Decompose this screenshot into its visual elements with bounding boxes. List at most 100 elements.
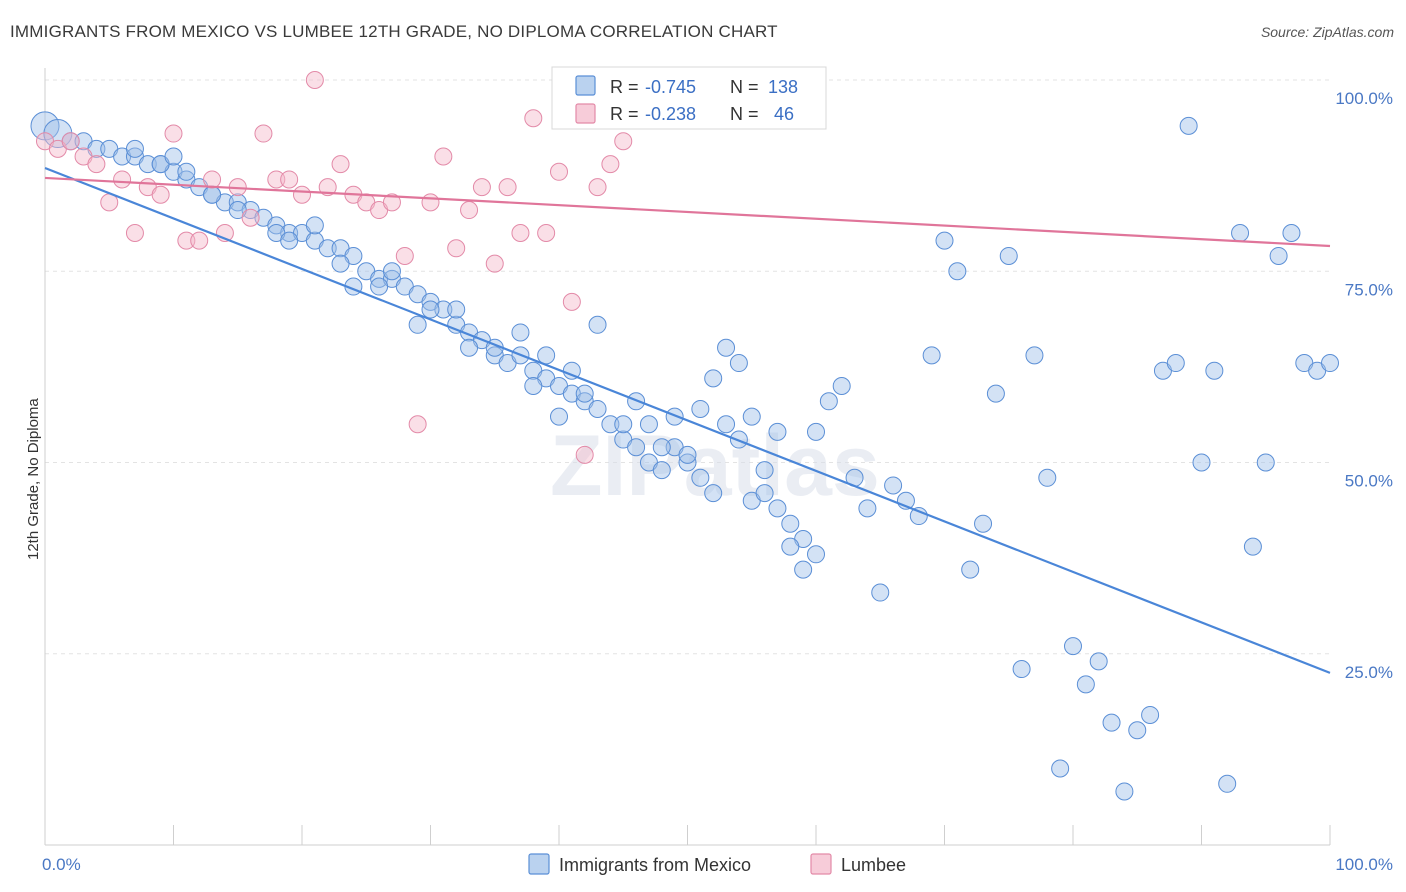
mexico-point xyxy=(627,438,646,457)
mexico-point xyxy=(922,346,941,365)
mexico-point xyxy=(1231,224,1250,242)
mexico-point xyxy=(164,147,183,166)
lumbee-point xyxy=(125,224,144,242)
lumbee-point xyxy=(151,185,170,204)
mexico-point xyxy=(575,384,594,403)
mexico-point xyxy=(999,246,1018,265)
lumbee-point xyxy=(575,445,594,464)
chart-title: IMMIGRANTS FROM MEXICO VS LUMBEE 12TH GR… xyxy=(10,22,778,41)
mexico-point xyxy=(639,415,658,434)
lumbee-point xyxy=(61,132,80,151)
mexico-point xyxy=(177,162,196,181)
lumbee-point xyxy=(254,124,273,143)
mexico-point xyxy=(691,399,710,418)
lumbee-point xyxy=(331,155,350,174)
legend-n-value-mexico: 138 xyxy=(768,77,798,97)
legend-n-label-mexico: N = xyxy=(730,77,759,97)
lumbee-point xyxy=(460,201,479,220)
lumbee-point xyxy=(382,193,401,212)
mexico-point xyxy=(986,384,1005,403)
mexico-point xyxy=(1051,759,1070,778)
lumbee-point xyxy=(305,71,324,89)
mexico-point xyxy=(1205,361,1224,380)
mexico-point xyxy=(1282,224,1301,242)
mexico-point xyxy=(1128,721,1147,740)
lumbee-point xyxy=(498,178,517,197)
source-label: Source: ZipAtlas.com xyxy=(1260,24,1394,40)
mexico-point xyxy=(1012,660,1031,679)
lumbee-point xyxy=(164,124,183,143)
y-axis-label: 12th Grade, No Diploma xyxy=(25,398,42,560)
legend-swatch-lumbee xyxy=(575,103,596,124)
stats-legend: R = -0.745 N = 138 R = -0.238 N = 46 xyxy=(551,66,827,130)
mexico-point xyxy=(948,262,967,281)
legend-r-value-lumbee: -0.238 xyxy=(645,104,696,124)
mexico-point xyxy=(1089,652,1108,671)
y-tick-label: 100.0% xyxy=(1335,89,1393,108)
mexico-point xyxy=(1256,453,1275,472)
mexico-point xyxy=(858,499,877,518)
lumbee-point xyxy=(177,231,196,250)
mexico-trend-line xyxy=(44,166,1331,674)
mexico-point xyxy=(280,231,299,250)
lumbee-trend-line xyxy=(44,176,1331,248)
mexico-point xyxy=(434,300,453,319)
mexico-point xyxy=(331,254,350,273)
mexico-point xyxy=(807,545,825,564)
lumbee-point xyxy=(550,162,568,181)
lumbee-point xyxy=(485,254,504,273)
mexico-point xyxy=(601,415,620,434)
y-tick-labels: 25.0% 50.0% 75.0% 100.0% xyxy=(1335,89,1393,682)
mexico-point xyxy=(781,514,800,533)
mexico-point xyxy=(280,224,299,242)
mexico-point xyxy=(704,484,723,503)
mexico-point xyxy=(1192,453,1211,472)
mexico-point xyxy=(1243,537,1262,556)
lumbee-point xyxy=(267,170,286,189)
mexico-point xyxy=(1025,346,1044,365)
lumbee-point xyxy=(87,155,106,174)
mexico-point xyxy=(370,277,389,296)
mexico-point xyxy=(652,461,671,480)
data-points xyxy=(30,71,1339,801)
lumbee-point xyxy=(588,178,607,197)
mexico-point xyxy=(1102,713,1121,732)
mexico-point xyxy=(678,445,697,464)
mexico-point xyxy=(768,499,787,518)
mexico-point xyxy=(588,315,607,334)
bottom-legend: Immigrants from Mexico Lumbee xyxy=(528,853,906,875)
mexico-point xyxy=(1179,116,1198,135)
grid-lines xyxy=(45,79,1330,655)
mexico-point xyxy=(537,346,556,365)
legend-swatch-mexico xyxy=(575,75,596,96)
mexico-point xyxy=(460,338,479,357)
mexico-point xyxy=(588,399,607,418)
mexico-point xyxy=(884,476,903,495)
lumbee-point xyxy=(537,224,556,242)
mexico-point xyxy=(691,468,710,487)
x-tick-label-max: 100.0% xyxy=(1335,855,1393,874)
x-tick-label-min: 0.0% xyxy=(42,855,81,874)
bottom-legend-label-lumbee: Lumbee xyxy=(841,855,906,875)
mexico-point xyxy=(768,422,787,441)
mexico-point xyxy=(961,560,980,579)
mexico-point xyxy=(318,239,337,258)
lumbee-point xyxy=(562,292,581,311)
mexico-point xyxy=(871,583,890,602)
mexico-point xyxy=(807,422,825,441)
trend-lines xyxy=(44,166,1331,674)
mexico-point xyxy=(421,300,440,319)
legend-r-label-lumbee: R = xyxy=(610,104,639,124)
legend-r-value-mexico: -0.745 xyxy=(645,77,696,97)
mexico-point xyxy=(1321,354,1339,373)
mexico-point xyxy=(781,537,800,556)
mexico-point xyxy=(138,155,157,174)
lumbee-point xyxy=(241,208,260,227)
mexico-point xyxy=(1076,675,1095,694)
mexico-point xyxy=(305,216,324,235)
lumbee-point xyxy=(614,132,633,151)
mexico-point xyxy=(832,377,851,395)
mexico-point xyxy=(1115,782,1134,801)
lumbee-point xyxy=(524,109,543,128)
